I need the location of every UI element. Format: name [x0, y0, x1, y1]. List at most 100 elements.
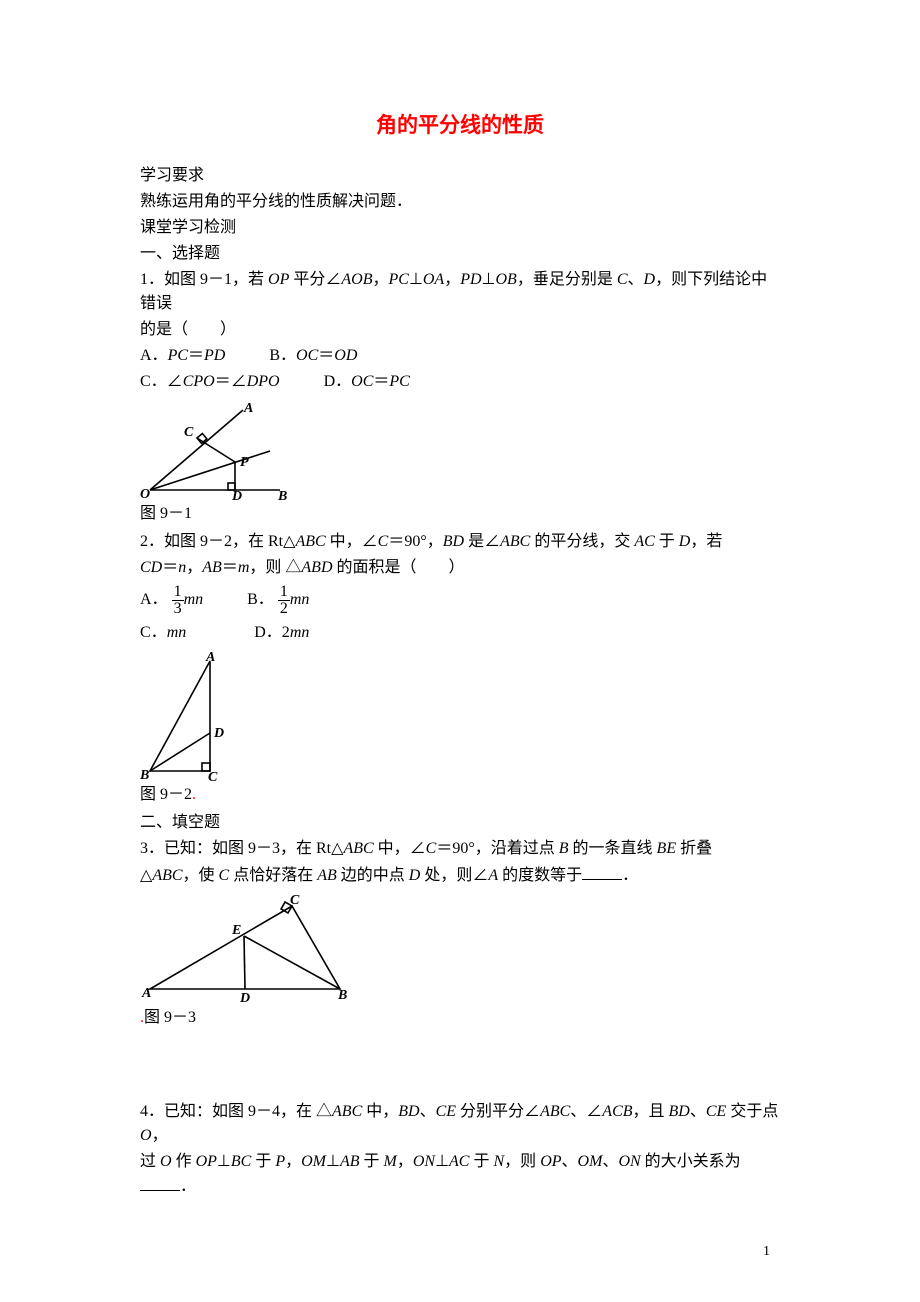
var: PC — [389, 373, 409, 390]
var: N — [494, 1153, 505, 1170]
text: 中，∠ — [326, 533, 378, 550]
svg-text:C: C — [184, 425, 194, 440]
svg-text:A: A — [141, 986, 151, 1001]
svg-text:D: D — [231, 489, 242, 500]
var: OC — [351, 373, 373, 390]
var: DPO — [247, 373, 280, 390]
figure-9-2: A D B C — [140, 651, 230, 781]
q2-options-row2: C．mn D．2mn — [140, 621, 780, 645]
text: 的面积是（ ） — [333, 559, 465, 576]
fill-blank — [140, 1174, 180, 1191]
var: mn — [167, 624, 187, 641]
var: D — [644, 271, 656, 288]
var: C — [617, 271, 628, 288]
eq: ＝ — [318, 347, 334, 364]
eq: ＝ — [222, 559, 238, 576]
page-title: 角的平分线的性质 — [140, 110, 780, 142]
svg-text:O: O — [140, 487, 150, 500]
opt-b-pre: B． — [269, 347, 296, 364]
q2-stem-line1: 2．如图 9－2，在 Rt△ABC 中，∠C＝90°，BD 是∠ABC 的平分线… — [140, 530, 780, 554]
q2-options-row1: A． 13mn B． 12mn — [140, 584, 780, 617]
text: 处，则∠ — [420, 867, 488, 884]
var: O — [160, 1153, 172, 1170]
text: 点恰好落在 — [229, 867, 317, 884]
figure-9-1: O D B P C A — [140, 400, 300, 500]
fraction-1-3: 13 — [172, 584, 184, 617]
text: ，垂足分别是 — [517, 271, 617, 288]
opt-c-pre: C． — [140, 624, 167, 641]
var: OP — [540, 1153, 561, 1170]
var: ABD — [301, 559, 332, 576]
text: 的一条直线 — [569, 840, 657, 857]
opt-d-pre: D． — [324, 373, 352, 390]
q4-stem-line1: 4．已知：如图 9－4，在 △ABC 中，BD、CE 分别平分∠ABC、∠ACB… — [140, 1100, 780, 1148]
var: PC — [168, 347, 188, 364]
svg-text:E: E — [231, 923, 241, 938]
q1-options-row1: A．PC＝PD B．OC＝OD — [140, 344, 780, 368]
var: OM — [301, 1153, 326, 1170]
sep: 、 — [690, 1103, 706, 1120]
comma: ， — [397, 1153, 413, 1170]
figure-9-1-caption: 图 9－1 — [140, 502, 780, 526]
period: ． — [622, 867, 638, 884]
svg-text:A: A — [205, 651, 215, 665]
var: B — [559, 840, 569, 857]
var: ABC — [500, 533, 530, 550]
var: OB — [495, 271, 516, 288]
var: OP — [268, 271, 289, 288]
q2-stem-line2: CD＝n，AB＝m，则 △ABD 的面积是（ ） — [140, 556, 780, 580]
q1-stem-line1: 1．如图 9－1，若 OP 平分∠AOB，PC⊥OA，PD⊥OB，垂足分别是 C… — [140, 268, 780, 316]
var: ABC — [152, 867, 182, 884]
text: ＝90°， — [388, 533, 442, 550]
var: M — [384, 1153, 397, 1170]
svg-text:B: B — [277, 489, 287, 500]
svg-text:P: P — [240, 455, 249, 470]
sep: 、 — [602, 1153, 618, 1170]
text: ，使 — [183, 867, 219, 884]
var: OA — [423, 271, 444, 288]
text: 1．如图 9－1，若 — [140, 271, 268, 288]
period: ． — [180, 1178, 196, 1195]
var: P — [275, 1153, 285, 1170]
fraction-1-2: 12 — [278, 584, 290, 617]
q4-stem-line2: 过 O 作 OP⊥BC 于 P，OM⊥AB 于 M，ON⊥AC 于 N，则 OP… — [140, 1150, 780, 1199]
svg-text:B: B — [140, 768, 149, 781]
fill-blank — [582, 863, 622, 880]
section-1-heading: 一、选择题 — [140, 242, 780, 266]
figure-9-3: A B D C E — [140, 894, 355, 1004]
var: AC — [449, 1153, 469, 1170]
eq: ＝ — [373, 373, 389, 390]
perp: ⊥ — [217, 1153, 231, 1170]
var: PC — [388, 271, 408, 288]
opt-a-pre: A． — [140, 347, 168, 364]
perp: ⊥ — [435, 1153, 449, 1170]
var: O — [140, 1127, 152, 1144]
var: D — [409, 867, 421, 884]
var: m — [238, 559, 250, 576]
q1-stem-line2: 的是（ ） — [140, 318, 780, 342]
text: ⊥ — [482, 271, 496, 288]
var: ABC — [343, 840, 373, 857]
q3-stem-line2: △ABC，使 C 点恰好落在 AB 边的中点 D 处，则∠A 的度数等于． — [140, 863, 780, 888]
text: ，则 — [504, 1153, 540, 1170]
text: ， — [444, 271, 460, 288]
var: BD — [398, 1103, 419, 1120]
text: ，且 — [633, 1103, 669, 1120]
var: CPO — [183, 373, 215, 390]
var: OC — [296, 347, 318, 364]
figure-9-2-caption: 图 9－2. — [140, 783, 780, 807]
text: 平分∠ — [289, 271, 341, 288]
var: CE — [706, 1103, 726, 1120]
text: 是∠ — [464, 533, 500, 550]
text: 分别平分∠ — [456, 1103, 540, 1120]
sep: 、∠ — [570, 1103, 602, 1120]
var: PD — [460, 271, 481, 288]
var: BD — [669, 1103, 690, 1120]
svg-text:A: A — [243, 401, 253, 416]
var: ABC — [332, 1103, 362, 1120]
var: AB — [340, 1153, 360, 1170]
var: BD — [443, 533, 464, 550]
text: ， — [372, 271, 388, 288]
red-dot-icon: . — [192, 786, 196, 803]
var: ABC — [295, 533, 325, 550]
